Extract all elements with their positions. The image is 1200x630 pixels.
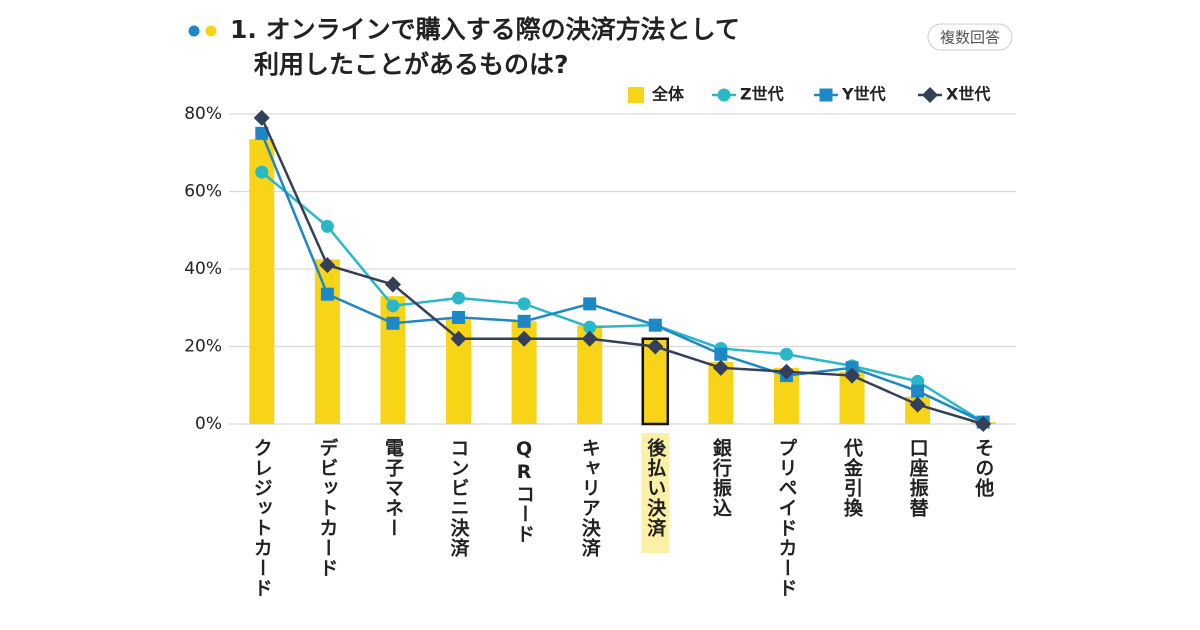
marker xyxy=(517,314,531,328)
legend-swatch xyxy=(628,87,644,103)
x-tick-label: QRコード xyxy=(513,438,535,544)
marker xyxy=(386,316,400,330)
marker xyxy=(909,396,926,413)
x-tick-label: 後払い決済 xyxy=(644,437,666,538)
marker xyxy=(384,276,401,293)
x-tick-label: 口座振替 xyxy=(907,438,929,518)
legend-marker xyxy=(717,88,731,102)
x-tick-label: デビットカード xyxy=(316,437,338,578)
y-tick-label: 40% xyxy=(184,259,222,279)
marker xyxy=(581,330,598,347)
marker xyxy=(714,347,728,361)
legend-label: 全体 xyxy=(651,85,685,104)
x-tick-label: プリペイドカード xyxy=(775,438,797,598)
x-tick-label: キャリア決済 xyxy=(579,438,601,558)
y-tick-label: 20% xyxy=(184,337,222,357)
marker xyxy=(911,384,925,398)
title-icon xyxy=(205,25,217,37)
marker xyxy=(450,330,467,347)
badge xyxy=(927,23,1013,51)
x-tick-label: 銀行振込 xyxy=(710,437,733,518)
marker xyxy=(975,416,992,432)
x-tick-label: クレジットカード xyxy=(251,438,273,598)
series-line xyxy=(260,171,984,424)
bar xyxy=(249,139,275,424)
legend-label: Z世代 xyxy=(740,85,784,104)
y-tick-label: 0% xyxy=(195,414,222,434)
marker xyxy=(583,297,597,311)
x-tick-label: その他 xyxy=(972,438,995,498)
series-line xyxy=(260,132,984,424)
marker xyxy=(319,257,336,274)
x-tick-label: 電子マネー xyxy=(382,438,404,538)
y-tick-label: 60% xyxy=(184,182,222,202)
legend-marker xyxy=(922,87,938,103)
marker xyxy=(386,299,400,313)
marker xyxy=(844,367,861,384)
marker xyxy=(712,359,729,376)
marker xyxy=(779,347,793,361)
marker xyxy=(648,318,662,332)
marker xyxy=(583,320,597,334)
marker xyxy=(516,330,533,347)
legend-label: Y世代 xyxy=(841,85,886,104)
marker xyxy=(778,363,795,380)
marker xyxy=(452,310,466,324)
marker xyxy=(255,126,269,140)
chart-title: 利用したことがあるものは? xyxy=(254,50,569,79)
badge-text: 複数回答 xyxy=(940,29,1000,47)
title-icon xyxy=(188,25,200,37)
bar xyxy=(314,259,340,424)
series-line xyxy=(260,117,984,426)
marker xyxy=(452,291,466,305)
marker xyxy=(647,338,664,355)
x-tick-label: 代金引換 xyxy=(841,438,864,518)
marker xyxy=(253,109,270,126)
chart-title: 1. オンラインで購入する際の決済方法として xyxy=(230,15,740,44)
highlight-label-bg xyxy=(641,433,670,553)
legend-marker xyxy=(819,88,833,102)
legend-label: X世代 xyxy=(946,85,990,104)
marker xyxy=(255,165,269,179)
y-tick-label: 80% xyxy=(184,104,222,124)
marker xyxy=(320,287,334,301)
x-tick-label: コンビニ決済 xyxy=(448,438,470,558)
bar xyxy=(380,296,406,424)
marker xyxy=(320,219,334,233)
marker xyxy=(517,297,531,311)
